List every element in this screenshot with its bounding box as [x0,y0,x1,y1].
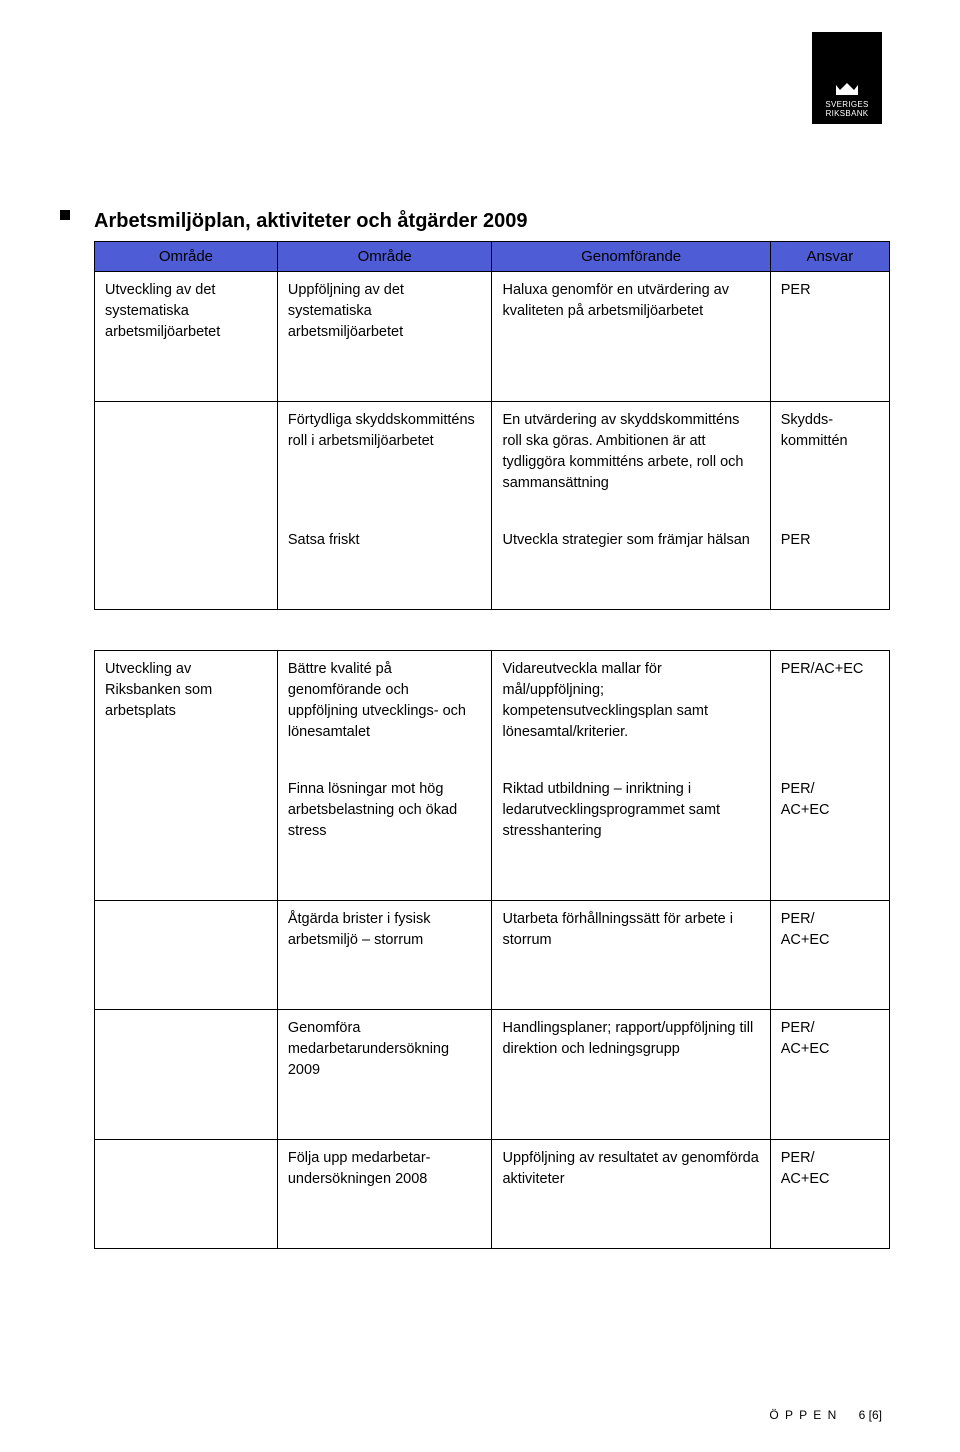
cell-activity: Finna lösningar mot hög arbetsbelastning… [277,771,492,901]
col-header: Genomförande [492,242,770,272]
section-bullet-icon [60,210,70,220]
col-header: Ansvar [770,242,889,272]
plan-table-section-2: Utveckling av Riksbanken som arbetsplats… [94,650,890,1249]
col-header: Område [277,242,492,272]
table-row: Åtgärda brister i fysisk arbetsmiljö – s… [95,901,890,1010]
cell-responsible: PER [770,272,889,402]
cell-activity: Uppföljning av det systematiska arbetsmi… [277,272,492,402]
logo-text-line2: RIKSBANK [826,110,869,118]
footer-classification: Ö P P E N [769,1408,837,1422]
cell-responsible: PER/ AC+EC [770,1010,889,1140]
riksbank-logo: SVERIGES RIKSBANK [812,32,882,124]
cell-responsible: PER [770,522,889,610]
cell-implementation: Uppföljning av resultatet av genomförda … [492,1140,770,1249]
cell-implementation: Handlingsplaner; rapport/uppföljning til… [492,1010,770,1140]
cell-implementation: Vidareutveckla mallar för mål/uppföljnin… [492,651,770,772]
cell-responsible: PER/AC+EC [770,651,889,772]
cell-responsible: PER/ AC+EC [770,1140,889,1249]
page-footer: Ö P P E N 6 [6] [769,1408,882,1422]
page-title: Arbetsmiljöplan, aktiviteter och åtgärde… [94,210,890,233]
cell-implementation: Haluxa genomför en utvärdering av kvalit… [492,272,770,402]
cell-area [95,771,278,901]
cell-area [95,522,278,610]
cell-area [95,901,278,1010]
cell-activity: Bättre kvalité på genomförande och uppfö… [277,651,492,772]
cell-activity: Satsa friskt [277,522,492,610]
cell-activity: Följa upp medarbetar-undersökningen 2008 [277,1140,492,1249]
cell-activity: Åtgärda brister i fysisk arbetsmiljö – s… [277,901,492,1010]
cell-area: Utveckling av det systematiska arbetsmil… [95,272,278,402]
plan-table-section-1: Område Område Genomförande Ansvar Utveck… [94,241,890,610]
cell-area [95,1010,278,1140]
cell-area [95,402,278,523]
cell-implementation: Utveckla strategier som främjar hälsan [492,522,770,610]
cell-activity: Genomföra medarbetarundersökning 2009 [277,1010,492,1140]
cell-implementation: Utarbeta förhållningssätt för arbete i s… [492,901,770,1010]
table-row: Satsa friskt Utveckla strategier som frä… [95,522,890,610]
cell-responsible: PER/ AC+EC [770,901,889,1010]
table-row: Genomföra medarbetarundersökning 2009 Ha… [95,1010,890,1140]
cell-implementation: En utvärdering av skyddskommitténs roll … [492,402,770,523]
table-row: Följa upp medarbetar-undersökningen 2008… [95,1140,890,1249]
cell-area: Utveckling av Riksbanken som arbetsplats [95,651,278,772]
table-row: Utveckling av det systematiska arbetsmil… [95,272,890,402]
cell-responsible: Skydds-kommittén [770,402,889,523]
footer-page-number: 6 [6] [859,1408,882,1422]
table-row: Förtydliga skyddskommitténs roll i arbet… [95,402,890,523]
col-header: Område [95,242,278,272]
cell-implementation: Riktad utbildning – inriktning i ledarut… [492,771,770,901]
table-row: Utveckling av Riksbanken som arbetsplats… [95,651,890,772]
table-header-row: Område Område Genomförande Ansvar [95,242,890,272]
crown-icon [834,81,860,97]
cell-activity: Förtydliga skyddskommitténs roll i arbet… [277,402,492,523]
cell-area [95,1140,278,1249]
cell-responsible: PER/ AC+EC [770,771,889,901]
table-row: Finna lösningar mot hög arbetsbelastning… [95,771,890,901]
